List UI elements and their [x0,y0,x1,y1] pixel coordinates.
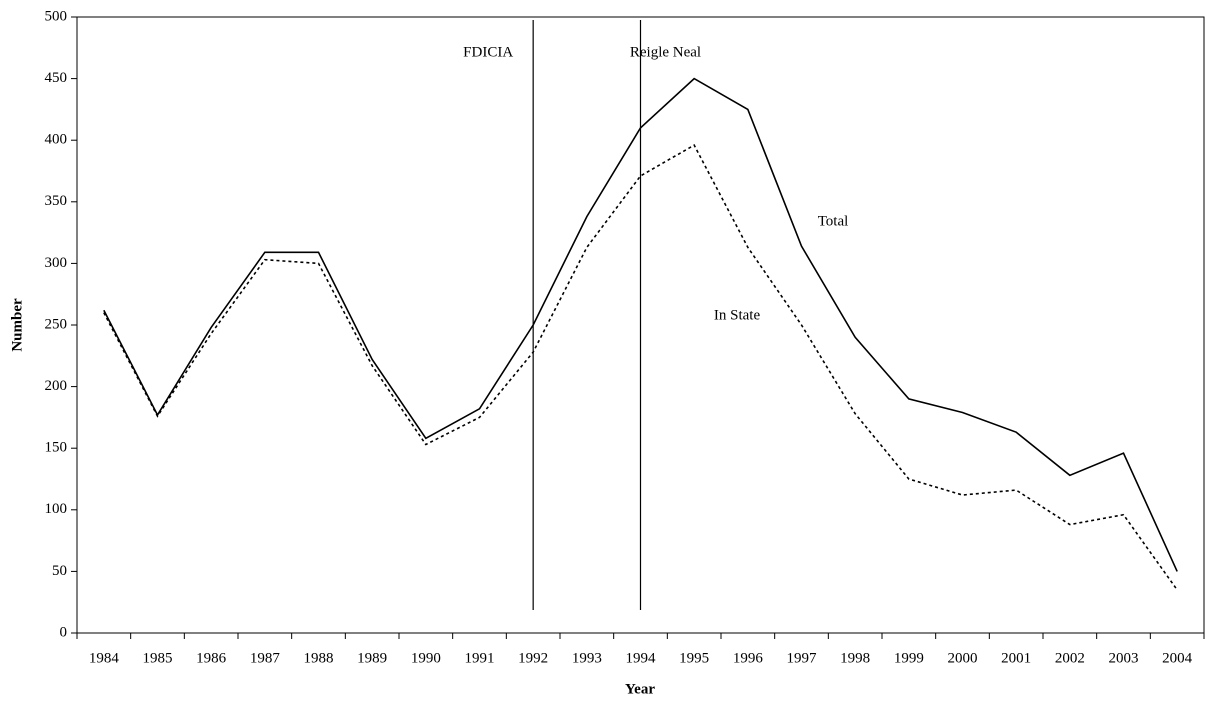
x-tick-label: 1986 [196,650,227,666]
x-tick-label: 1988 [304,650,334,666]
x-tick-label: 1997 [787,650,818,666]
x-tick-label: 2003 [1109,650,1139,666]
x-tick-label: 1984 [89,650,120,666]
event-label: FDICIA [463,44,513,60]
y-tick-label: 150 [45,440,68,456]
x-tick-label: 1996 [733,650,764,666]
x-tick-label: 1999 [894,650,924,666]
y-axis-title: Number [9,298,25,352]
y-tick-label: 450 [45,70,68,86]
x-tick-label: 2000 [948,650,978,666]
y-tick-label: 250 [45,316,68,332]
x-axis-title: Year [625,681,655,697]
x-tick-label: 1989 [357,650,387,666]
y-tick-label: 350 [45,193,68,209]
series-line [103,144,1178,591]
x-tick-label: 2002 [1055,650,1085,666]
y-tick-label: 500 [45,8,68,24]
event-label: Reigle Neal [630,44,701,60]
x-tick-label: 2001 [1001,650,1031,666]
y-tick-label: 300 [45,255,68,271]
x-tick-label: 1995 [679,650,709,666]
y-tick-label: 400 [45,132,68,148]
x-tick-label: 1985 [143,650,173,666]
x-tick-label: 2004 [1162,650,1193,666]
y-tick-label: 200 [45,378,68,394]
x-tick-label: 1992 [518,650,548,666]
x-tick-label: 1993 [572,650,602,666]
x-tick-label: 1994 [626,650,657,666]
x-tick-label: 1998 [840,650,870,666]
series-label: In State [714,307,761,323]
y-tick-label: 0 [60,624,68,640]
x-tick-label: 1991 [465,650,495,666]
y-tick-label: 50 [52,563,67,579]
series-line [103,77,1178,572]
x-tick-label: 1990 [411,650,441,666]
series-label: Total [818,213,849,229]
y-tick-label: 100 [45,501,68,517]
x-tick-label: 1987 [250,650,281,666]
